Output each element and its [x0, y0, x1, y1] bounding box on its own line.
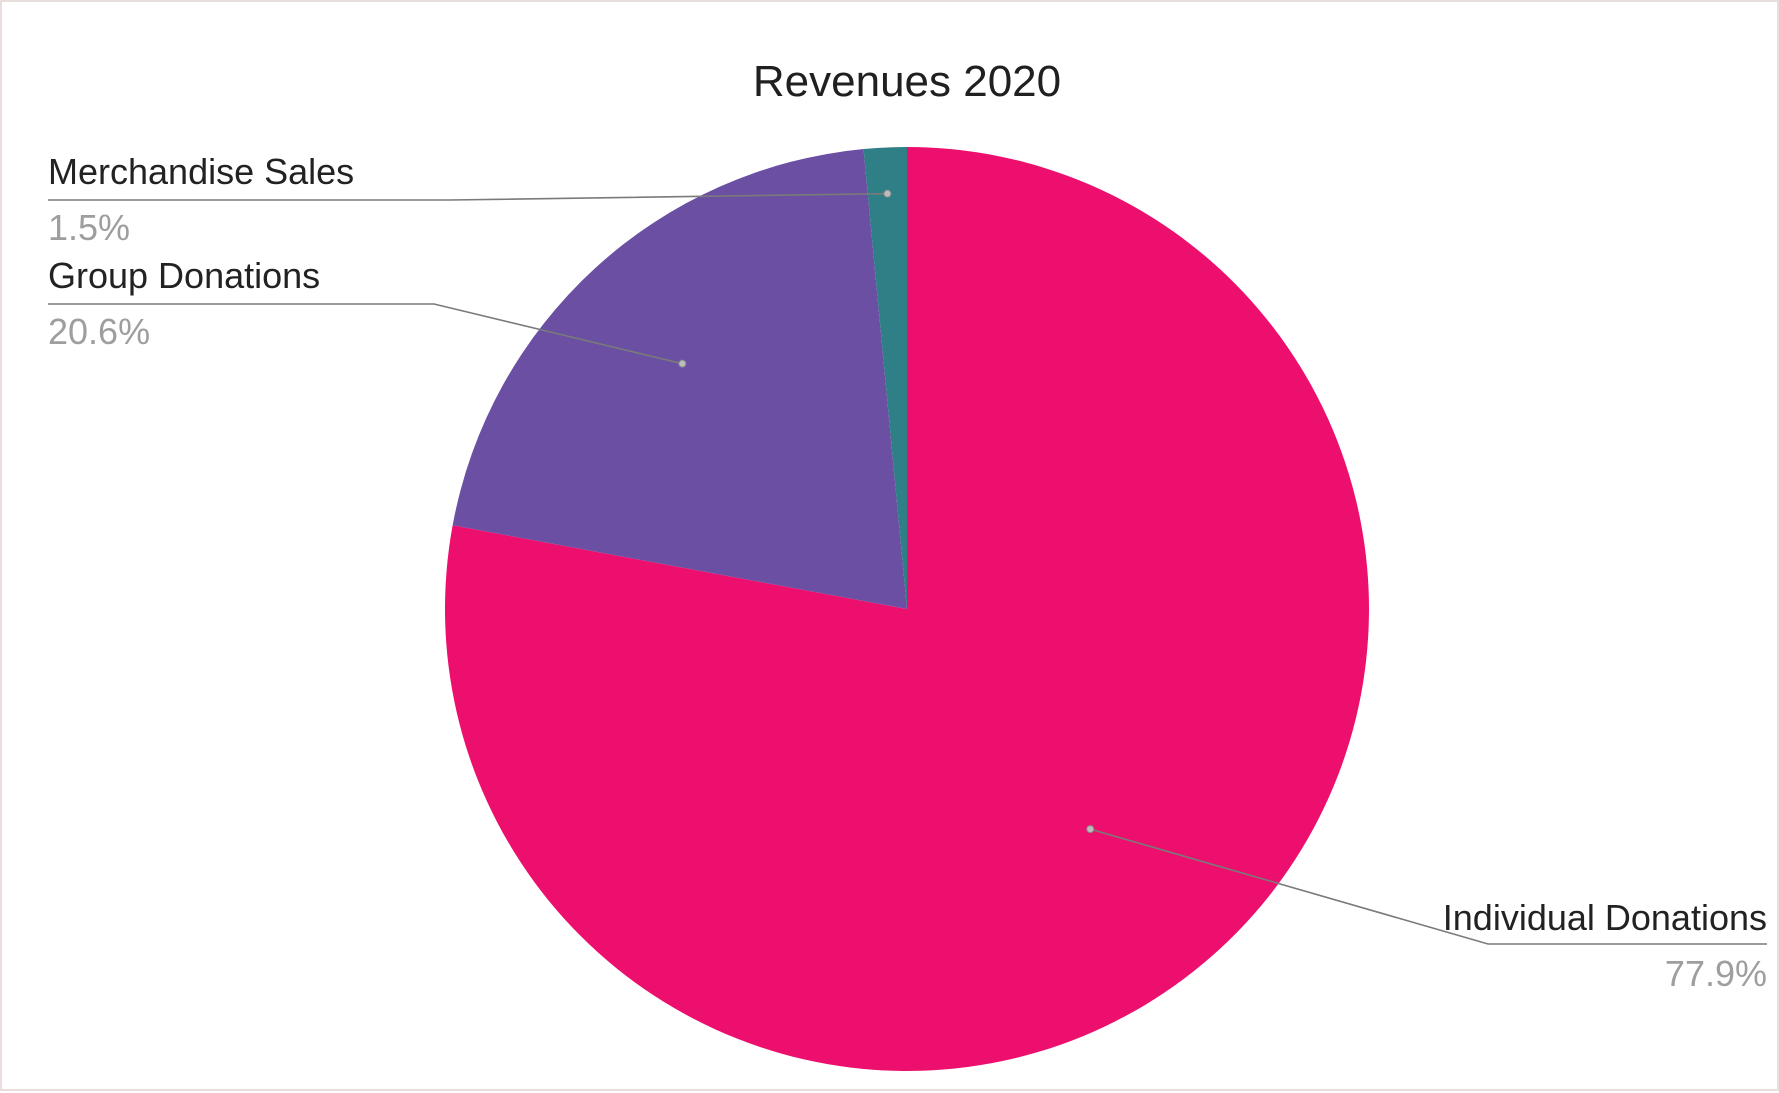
slice-label-merchandise-sales: Merchandise Sales	[48, 151, 354, 192]
chart-title: Revenues 2020	[753, 57, 1061, 106]
pie-slice-group-donations	[452, 149, 907, 610]
slice-label-individual-donations: Individual Donations	[1443, 897, 1767, 938]
pie-slices	[445, 147, 1369, 1071]
slice-labels: Individual Donations 77.9% Group Donations…	[48, 151, 1767, 994]
leader-line-individual-donations	[1090, 828, 1767, 945]
leader-dot-individual-donations	[1086, 825, 1095, 834]
pie-slice-merchandise-sales	[863, 147, 907, 609]
slice-value-individual-donations: 77.9%	[1665, 953, 1767, 994]
slice-label-group-donations: Group Donations	[48, 255, 320, 296]
slice-value-group-donations: 20.6%	[48, 311, 150, 352]
leader-line-merchandise-sales	[48, 192, 888, 201]
slice-value-merchandise-sales: 1.5%	[48, 207, 130, 248]
leader-dot-group-donations	[678, 359, 687, 368]
leader-line-group-donations	[48, 303, 683, 365]
leader-dot-merchandise-sales	[883, 189, 892, 198]
